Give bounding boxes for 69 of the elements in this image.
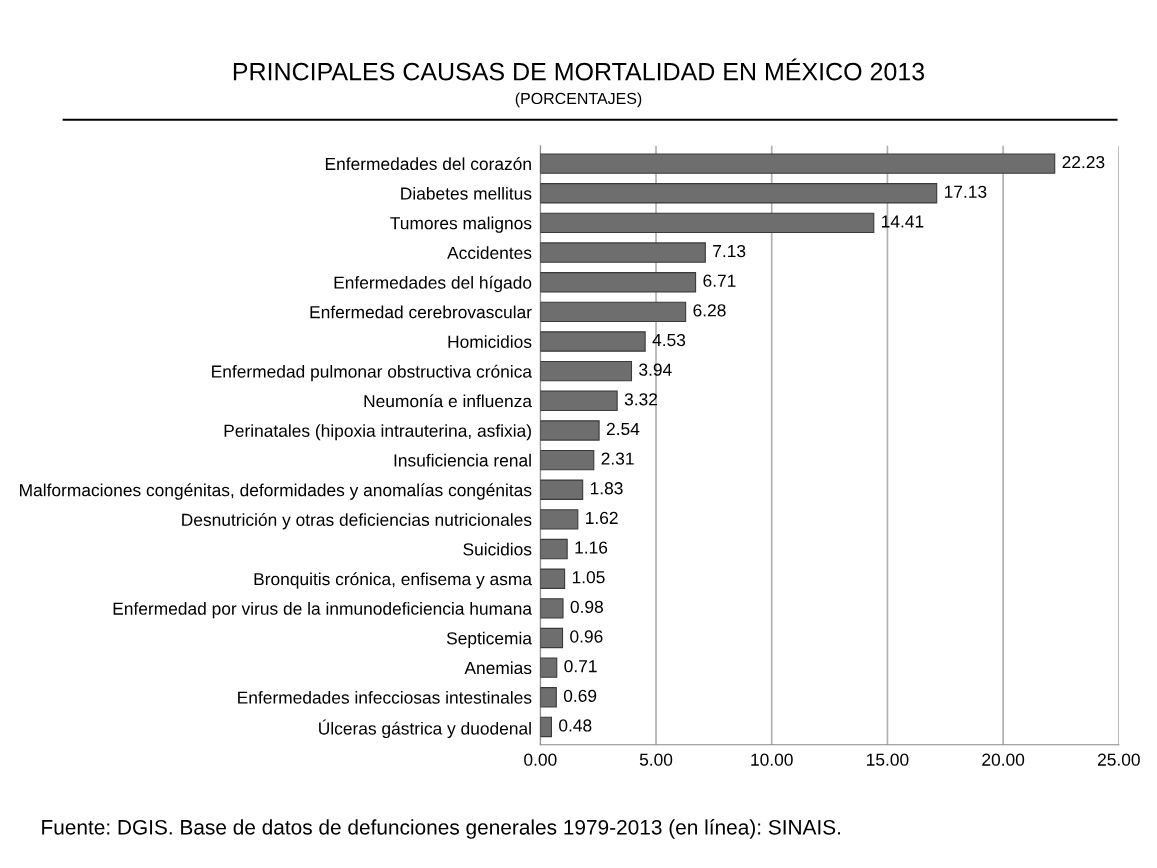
x-tick-label: 0.00 [524, 753, 557, 766]
bar [540, 242, 706, 263]
data-label: 14.41 [882, 215, 924, 228]
x-tick-label: 10.00 [751, 753, 793, 766]
data-label: 0.98 [570, 600, 603, 614]
y-tick-label: Bronquitis crónica, enfisema y asma [254, 572, 532, 589]
bar [540, 449, 595, 471]
bar [540, 301, 687, 323]
data-label: 3.94 [639, 363, 672, 376]
y-tick-label: Tumores malignos [390, 216, 532, 233]
bar [540, 272, 697, 293]
y-tick-label: Desnutrición y otras deficiencias nutricionales [182, 513, 532, 530]
y-tick-label: Enfermedades del hígado [334, 275, 532, 293]
data-label: 6.71 [703, 274, 736, 287]
bar [540, 687, 557, 708]
data-label: 2.31 [601, 452, 634, 465]
y-tick-label: Enfermedades del corazón [325, 157, 531, 171]
y-tick-label: Homicidios [448, 335, 532, 348]
bar [540, 183, 938, 204]
data-label: 1.62 [586, 511, 618, 525]
y-tick-label: Enfermedades infecciosas intestinales [238, 691, 532, 704]
bar [540, 538, 568, 560]
data-label: 7.13 [713, 244, 746, 258]
data-label: 1.83 [590, 482, 623, 495]
y-tick-label: Suicidios [463, 542, 532, 556]
source-note: Fuente: DGIS. Base de datos de defunciones generales 1979-2013 (en línea): SINAIS. [42, 819, 841, 839]
chart-title: PRINCIPALES CAUSAS DE MORTALIDAD EN MÉXICO 2013 [233, 58, 925, 81]
x-tick-label: 20.00 [982, 753, 1025, 766]
y-tick-label: Neumonía e influenza [364, 394, 532, 408]
x-tick-label: 5.00 [639, 753, 673, 766]
data-label: 0.69 [563, 689, 597, 702]
bar [540, 331, 646, 352]
data-label: 1.16 [575, 541, 608, 554]
data-label: 22.23 [1062, 155, 1105, 169]
data-label: 3.32 [624, 393, 658, 406]
data-label: 17.13 [944, 185, 987, 198]
x-tick-label: 25.00 [1097, 753, 1140, 766]
y-tick-label: Accidentes [447, 246, 532, 260]
bar [540, 627, 564, 649]
y-tick-label: Úlceras gástrica y duodenal [319, 719, 531, 739]
y-tick-label: Diabetes mellitus [401, 186, 532, 200]
x-tick-label: 15.00 [867, 753, 909, 766]
chart-subtitle: (PORCENTAJES) [515, 92, 642, 108]
data-label: 6.28 [693, 304, 726, 317]
y-tick-label: Perinatales (hipoxia intrauterina, asfixia) [224, 424, 531, 441]
bar [540, 420, 600, 441]
y-tick-label: Malformaciones congénitas, deformidades y anomalías congénitas [20, 483, 532, 500]
y-tick-label: Enfermedad pulmonar obstructiva crónica [212, 364, 533, 382]
bar [540, 509, 579, 530]
data-label: 2.54 [606, 422, 640, 436]
y-tick-label: Septicemia [446, 631, 532, 648]
y-tick-label: Enfermedad cerebrovascular [310, 305, 532, 319]
y-tick-label: Enfermedad por virus de la inmunodeficiencia humana [113, 602, 533, 619]
bar [540, 716, 552, 738]
data-label: 1.05 [572, 571, 605, 584]
bar [540, 360, 633, 382]
bar [540, 479, 584, 500]
bar [540, 212, 875, 234]
bar [540, 390, 618, 412]
bar [540, 153, 1056, 174]
bar [540, 568, 566, 589]
data-label: 0.96 [570, 630, 603, 643]
data-label: 4.53 [652, 333, 686, 347]
data-label: 0.71 [564, 660, 597, 673]
y-tick-label: Insuficiencia renal [394, 453, 531, 467]
bar [540, 657, 558, 678]
bar [540, 598, 564, 619]
y-tick-label: Anemias [464, 661, 532, 675]
data-label: 0.48 [559, 719, 592, 732]
